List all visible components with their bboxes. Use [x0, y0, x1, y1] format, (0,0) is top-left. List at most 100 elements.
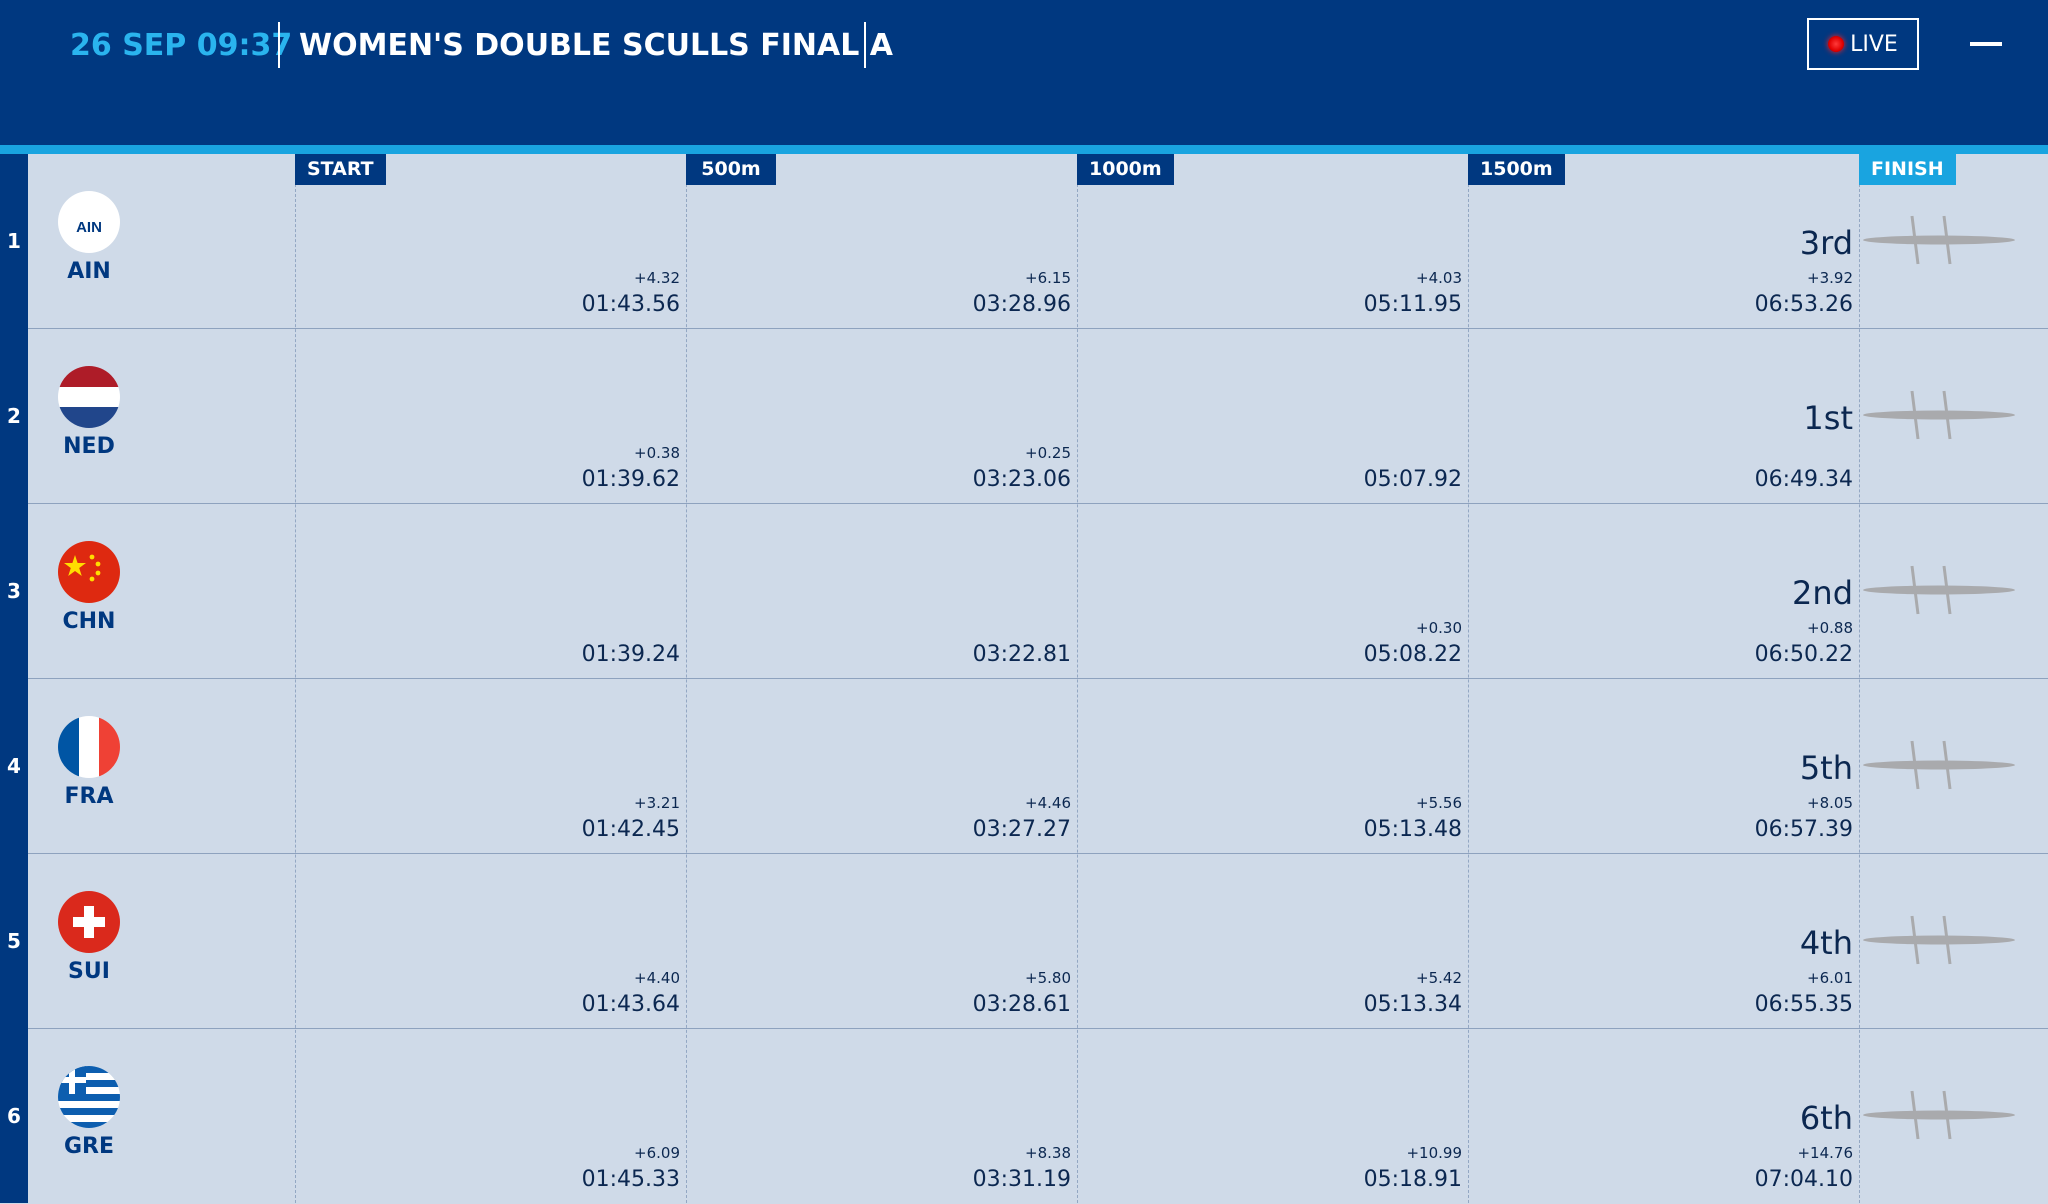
split-delta-500m — [480, 618, 680, 638]
header-divider — [278, 22, 280, 68]
marker-1500m: 1500m — [1468, 154, 1565, 185]
split-delta-500m: +0.38 — [634, 444, 680, 462]
split-time-500m: 01:39.24 — [581, 642, 680, 667]
split-time-1500m: 05:13.48 — [1363, 817, 1462, 842]
split-time-1000m: 03:31.19 — [972, 1167, 1071, 1192]
minimize-button[interactable] — [1970, 42, 2002, 46]
split-time-500m: 01:42.45 — [581, 817, 680, 842]
finish-delta: +14.76 — [1797, 1144, 1853, 1162]
country-code: FRA — [64, 784, 114, 809]
france-flag-icon — [58, 716, 120, 778]
live-label: LIVE — [1850, 31, 1898, 57]
finish-place: 2nd — [1792, 574, 1853, 612]
lane-number: 3 — [7, 579, 21, 603]
netherlands-flag-icon — [58, 366, 120, 428]
lane-row: 3 CHN 01:39.24 03:22.81 +0.30 05:08.22 2… — [0, 504, 2048, 679]
finish-time: 06:53.26 — [1754, 292, 1853, 317]
live-button[interactable]: LIVE — [1807, 18, 1919, 70]
lane-row: 1 AIN AIN +4.32 01:43.56 +6.15 03:28.96 … — [0, 154, 2048, 329]
split-time-1500m: 05:08.22 — [1363, 642, 1462, 667]
china-flag-icon — [58, 541, 120, 603]
race-title: WOMEN'S DOUBLE SCULLS FINAL A — [299, 28, 893, 63]
split-delta-1500m — [1262, 443, 1462, 463]
split-delta-500m: +4.32 — [634, 269, 680, 287]
split-delta-1000m: +5.80 — [1025, 969, 1071, 987]
boat-icon — [1863, 215, 2015, 265]
lane-row: 5 SUI +4.40 01:43.64 +5.80 03:28.61 +5.4… — [0, 854, 2048, 1029]
split-delta-1500m: +5.42 — [1416, 969, 1462, 987]
finish-time: 06:55.35 — [1754, 992, 1853, 1017]
country-code: CHN — [62, 609, 116, 634]
race-header: 26 SEP 09:37 WOMEN'S DOUBLE SCULLS FINAL… — [0, 0, 2048, 145]
split-delta-1000m: +4.46 — [1025, 794, 1071, 812]
split-delta-1500m: +0.30 — [1416, 619, 1462, 637]
live-indicator-icon — [1828, 36, 1845, 52]
finish-place: 3rd — [1799, 224, 1853, 262]
marker-1000m: 1000m — [1077, 154, 1174, 185]
split-time-500m: 01:39.62 — [581, 467, 680, 492]
header-accent-strip — [0, 145, 2048, 154]
split-delta-1000m: +0.25 — [1025, 444, 1071, 462]
marker-finish: FINISH — [1859, 154, 1956, 185]
finish-time: 06:50.22 — [1754, 642, 1853, 667]
split-time-500m: 01:43.64 — [581, 992, 680, 1017]
lane-row: 2 NED +0.38 01:39.62 +0.25 03:23.06 05:0… — [0, 329, 2048, 504]
marker-500m: 500m — [686, 154, 776, 185]
split-time-1000m: 03:28.61 — [972, 992, 1071, 1017]
split-delta-500m: +6.09 — [634, 1144, 680, 1162]
split-delta-1500m: +10.99 — [1406, 1144, 1462, 1162]
split-time-1500m: 05:11.95 — [1363, 292, 1462, 317]
split-time-1000m: 03:23.06 — [972, 467, 1071, 492]
lane-number: 1 — [7, 229, 21, 253]
split-delta-1500m: +5.56 — [1416, 794, 1462, 812]
finish-delta: +3.92 — [1807, 269, 1853, 287]
lane-number: 2 — [7, 404, 21, 428]
lane-row: 6 GRE +6.09 01:45.33 +8.38 03:31.19 +10.… — [0, 1029, 2048, 1204]
race-datetime: 26 SEP 09:37 — [70, 28, 293, 63]
split-delta-1000m: +8.38 — [1025, 1144, 1071, 1162]
finish-place: 1st — [1803, 399, 1853, 437]
finish-place: 5th — [1799, 749, 1853, 787]
marker-start: START — [295, 154, 386, 185]
country-code: NED — [63, 434, 115, 459]
row-divider — [28, 1028, 2048, 1029]
country-code: GRE — [63, 1134, 115, 1159]
lane-number: 4 — [7, 754, 21, 778]
finish-delta: +0.88 — [1807, 619, 1853, 637]
country-code: AIN — [67, 259, 111, 284]
row-divider — [28, 678, 2048, 679]
finish-delta — [1653, 443, 1853, 463]
split-time-1500m: 05:13.34 — [1363, 992, 1462, 1017]
split-time-500m: 01:45.33 — [581, 1167, 680, 1192]
row-divider — [28, 328, 2048, 329]
row-divider — [28, 503, 2048, 504]
split-delta-500m: +3.21 — [634, 794, 680, 812]
boat-icon — [1863, 740, 2015, 790]
ain-flag-icon: AIN — [58, 191, 120, 253]
split-time-1000m: 03:27.27 — [972, 817, 1071, 842]
boat-icon — [1863, 565, 2015, 615]
finish-place: 6th — [1799, 1099, 1853, 1137]
lane-row: 4 FRA +3.21 01:42.45 +4.46 03:27.27 +5.5… — [0, 679, 2048, 854]
header-divider — [864, 22, 866, 68]
lane-number: 6 — [7, 1104, 21, 1128]
split-time-1500m: 05:07.92 — [1363, 467, 1462, 492]
finish-delta: +6.01 — [1807, 969, 1853, 987]
greece-flag-icon — [58, 1066, 120, 1128]
lane-number: 5 — [7, 929, 21, 953]
boat-icon — [1863, 915, 2015, 965]
ain-flag-text: AIN — [76, 219, 102, 236]
split-delta-500m: +4.40 — [634, 969, 680, 987]
finish-place: 4th — [1799, 924, 1853, 962]
split-delta-1000m: +6.15 — [1025, 269, 1071, 287]
country-code: SUI — [68, 959, 110, 984]
row-divider — [28, 853, 2048, 854]
boat-icon — [1863, 390, 2015, 440]
split-delta-1500m: +4.03 — [1416, 269, 1462, 287]
finish-time: 06:57.39 — [1754, 817, 1853, 842]
switzerland-flag-icon — [58, 891, 120, 953]
finish-time: 06:49.34 — [1754, 467, 1853, 492]
boat-icon — [1863, 1090, 2015, 1140]
split-time-1000m: 03:28.96 — [972, 292, 1071, 317]
lane-number-bar — [0, 154, 28, 1203]
